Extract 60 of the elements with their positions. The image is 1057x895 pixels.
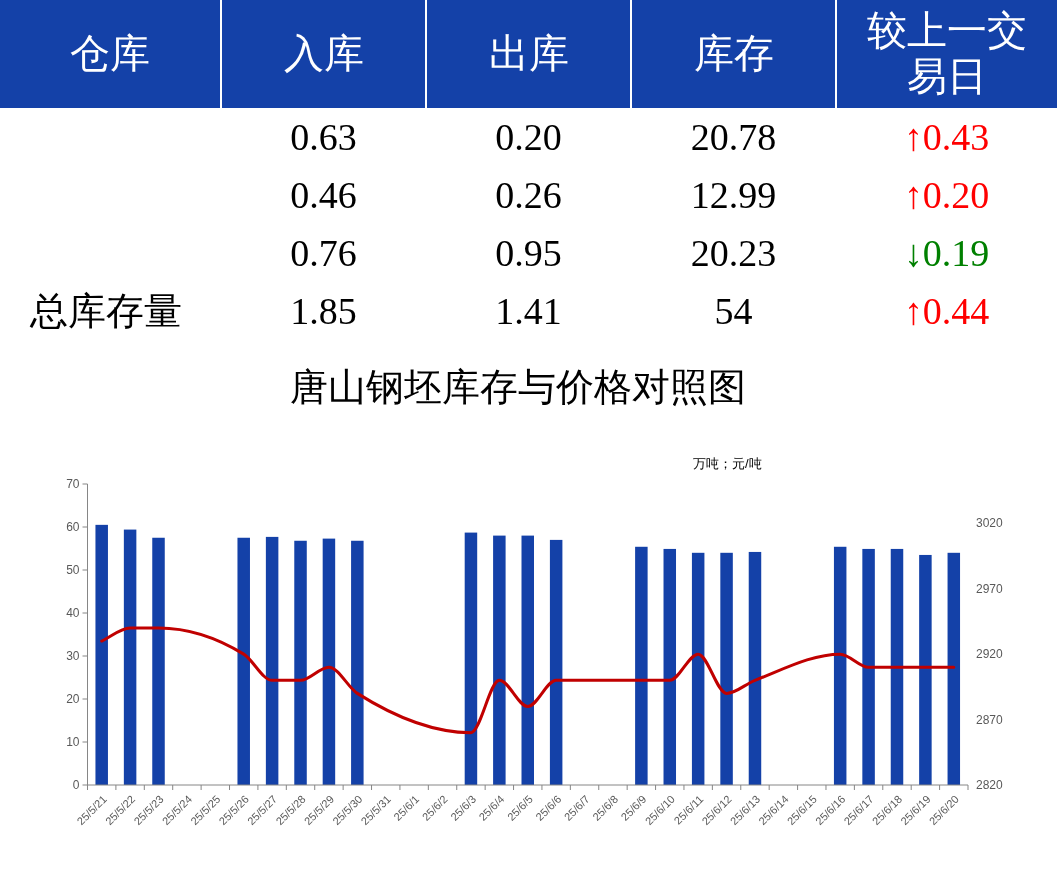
data-label: ↑0.43: [903, 116, 990, 158]
data-label: 0.95: [495, 232, 562, 274]
bar: [237, 537, 250, 785]
y-tick-label: 40: [66, 606, 80, 620]
data-label: 0.26: [495, 174, 562, 216]
y2-tick-label: 3020: [976, 516, 1004, 531]
bar: [947, 552, 961, 785]
y-tick-label: 20: [66, 692, 80, 706]
data-label: 1.41: [495, 290, 562, 332]
bar: [351, 540, 364, 785]
bar: [890, 548, 904, 785]
data-label: 54: [714, 290, 753, 332]
y-tick-label: 30: [66, 649, 80, 663]
data-label: 1.85: [290, 290, 357, 332]
bar: [152, 537, 165, 785]
line-series: [100, 626, 956, 735]
bar: [720, 552, 733, 785]
bar: [521, 535, 534, 785]
bar: [862, 548, 875, 785]
bar: [663, 548, 677, 785]
y-tick-label: 0: [72, 778, 80, 792]
y2-tick-label: 2870: [976, 712, 1004, 727]
chart-title: 唐山钢坯库存与价格对照图: [290, 366, 746, 408]
bar: [464, 532, 478, 785]
category-label: 入库: [221, 0, 426, 108]
data-label: 0.20: [495, 116, 562, 158]
bar: [493, 535, 506, 785]
text: 总库存量: [29, 288, 183, 334]
y2-tick-label: 2920: [976, 647, 1004, 662]
y-tick-label: 60: [66, 520, 80, 534]
legend-title: 仓库: [0, 0, 221, 108]
category-label: 出库: [426, 0, 631, 108]
y-tick-label: 70: [66, 477, 80, 491]
bar: [123, 529, 137, 785]
bar: [95, 524, 108, 785]
category-label: 较上一交易日: [836, 0, 1057, 108]
y2-tick-label: 2970: [976, 581, 1004, 596]
data-label: 12.99: [690, 174, 777, 216]
bar: [833, 546, 847, 785]
data-label: ↑0.44: [903, 290, 990, 332]
text: 万吨；元/吨: [693, 456, 762, 471]
y-tick-label: 10: [66, 735, 80, 749]
bar: [748, 551, 762, 785]
data-label: 20.23: [690, 232, 777, 274]
bar: [919, 554, 932, 785]
y-tick-label: 50: [66, 563, 80, 577]
category-label: 库存: [631, 0, 836, 108]
bar: [549, 539, 563, 785]
data-label: 0.76: [290, 232, 357, 274]
data-label: 20.78: [690, 116, 777, 158]
bar: [265, 536, 279, 785]
data-label: ↑0.20: [903, 174, 990, 216]
data-label: 0.63: [290, 116, 357, 158]
y2-tick-label: 2820: [976, 778, 1004, 792]
bar: [322, 538, 336, 785]
bar: [294, 540, 307, 785]
data-label: 0.46: [290, 174, 357, 216]
bar: [691, 552, 705, 785]
data-label: ↓0.19: [903, 232, 990, 274]
bar: [635, 546, 648, 785]
